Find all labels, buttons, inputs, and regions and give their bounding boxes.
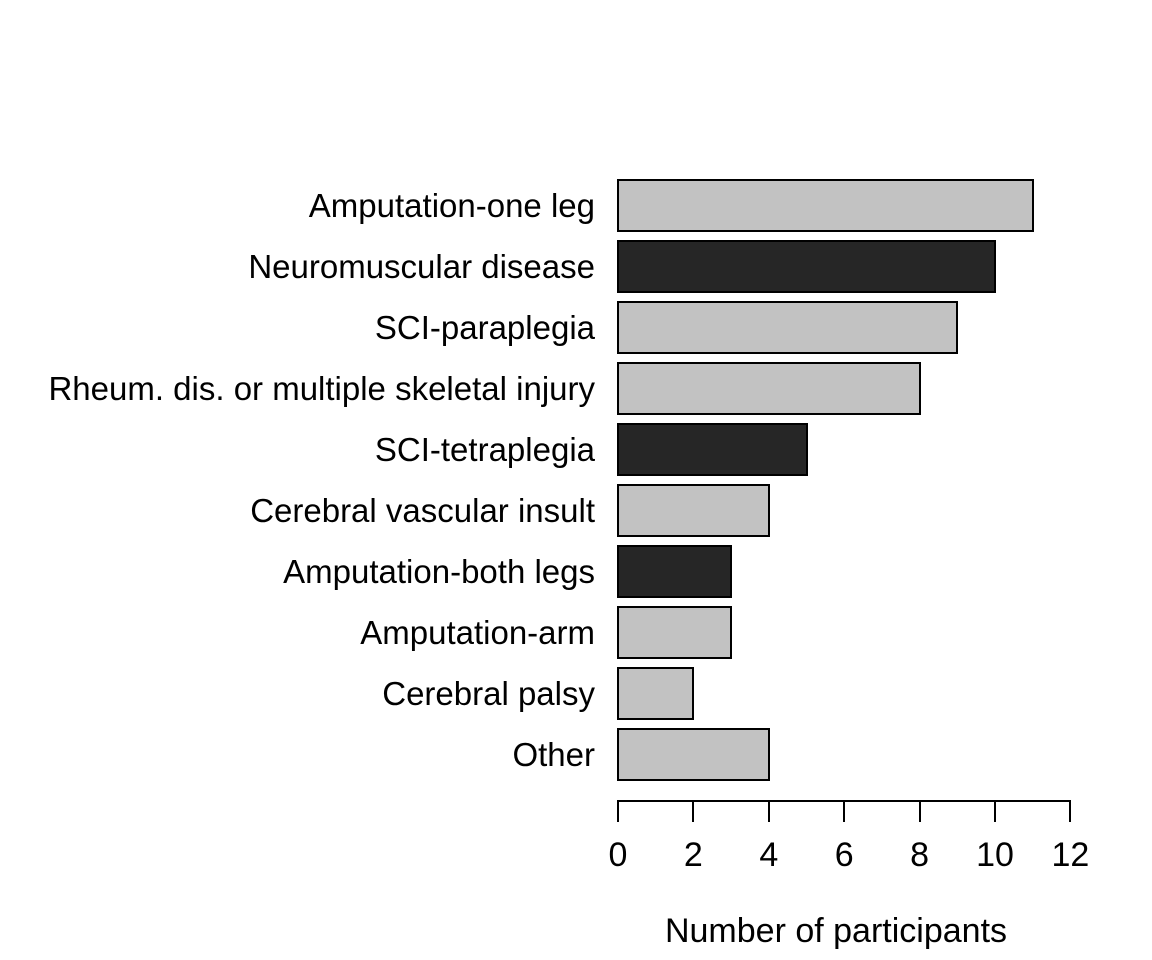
category-label: SCI-paraplegia (374, 308, 595, 346)
bar (617, 179, 1034, 232)
bar (617, 667, 695, 720)
bar (617, 606, 733, 659)
bar (617, 240, 996, 293)
category-label: Amputation-one leg (308, 186, 595, 224)
category-label: Cerebral vascular insult (250, 491, 595, 529)
x-tick (767, 800, 770, 822)
x-tick-label: 0 (608, 836, 628, 874)
x-tick (1069, 800, 1072, 822)
x-tick-label: 2 (683, 836, 703, 874)
x-tick (918, 800, 921, 822)
category-label: Other (512, 735, 595, 773)
category-label: SCI-tetraplegia (374, 430, 595, 468)
bar (617, 301, 959, 354)
bar (617, 545, 733, 598)
category-label: Amputation-both legs (283, 552, 595, 590)
bar (617, 484, 770, 537)
category-label: Rheum. dis. or multiple skeletal injury (48, 369, 595, 407)
category-label: Cerebral palsy (382, 674, 595, 712)
bar (617, 362, 921, 415)
x-axis-title: Number of participants (664, 912, 1008, 950)
x-tick-label: 12 (1051, 836, 1090, 874)
x-tick-label: 4 (759, 836, 779, 874)
x-tick (994, 800, 996, 822)
x-tick-label: 10 (976, 836, 1014, 874)
x-tick (692, 800, 695, 822)
x-tick-label: 8 (910, 836, 930, 874)
bar (617, 423, 808, 476)
bar (617, 728, 770, 781)
category-label: Neuromuscular disease (248, 247, 595, 285)
x-tick (617, 800, 619, 822)
x-tick (843, 800, 846, 822)
category-label: Amputation-arm (360, 613, 595, 651)
x-tick-label: 6 (834, 836, 854, 874)
